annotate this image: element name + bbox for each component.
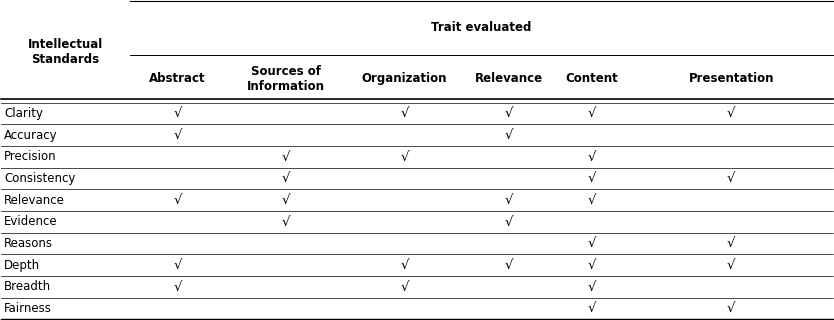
Text: √: √ xyxy=(282,150,290,163)
Text: Intellectual
Standards: Intellectual Standards xyxy=(28,38,103,66)
Text: √: √ xyxy=(400,150,409,163)
Text: Evidence: Evidence xyxy=(4,215,58,228)
Text: √: √ xyxy=(588,259,596,272)
Text: √: √ xyxy=(727,107,736,120)
Text: √: √ xyxy=(173,129,182,142)
Text: Clarity: Clarity xyxy=(4,107,43,120)
Text: √: √ xyxy=(727,172,736,185)
Text: Relevance: Relevance xyxy=(4,194,65,207)
Text: √: √ xyxy=(505,259,513,272)
Text: √: √ xyxy=(588,237,596,250)
Text: Fairness: Fairness xyxy=(4,302,52,315)
Text: √: √ xyxy=(400,280,409,293)
Text: Trait evaluated: Trait evaluated xyxy=(431,21,532,34)
Text: √: √ xyxy=(727,237,736,250)
Text: Presentation: Presentation xyxy=(689,72,774,85)
Text: √: √ xyxy=(282,172,290,185)
Text: √: √ xyxy=(588,194,596,207)
Text: Organization: Organization xyxy=(362,72,447,85)
Text: √: √ xyxy=(282,194,290,207)
Text: √: √ xyxy=(173,107,182,120)
Text: √: √ xyxy=(173,280,182,293)
Text: Content: Content xyxy=(565,72,618,85)
Text: Relevance: Relevance xyxy=(475,72,543,85)
Text: √: √ xyxy=(173,259,182,272)
Text: √: √ xyxy=(505,194,513,207)
Text: √: √ xyxy=(400,107,409,120)
Text: Sources of
Information: Sources of Information xyxy=(247,65,325,93)
Text: √: √ xyxy=(588,280,596,293)
Text: Consistency: Consistency xyxy=(4,172,75,185)
Text: √: √ xyxy=(588,107,596,120)
Text: √: √ xyxy=(588,172,596,185)
Text: √: √ xyxy=(505,215,513,228)
Text: Breadth: Breadth xyxy=(4,280,51,293)
Text: √: √ xyxy=(588,150,596,163)
Text: Precision: Precision xyxy=(4,150,57,163)
Text: Abstract: Abstract xyxy=(149,72,206,85)
Text: √: √ xyxy=(505,107,513,120)
Text: √: √ xyxy=(282,215,290,228)
Text: √: √ xyxy=(505,129,513,142)
Text: √: √ xyxy=(400,259,409,272)
Text: √: √ xyxy=(588,302,596,315)
Text: √: √ xyxy=(173,194,182,207)
Text: Accuracy: Accuracy xyxy=(4,129,58,142)
Text: Depth: Depth xyxy=(4,259,40,272)
Text: √: √ xyxy=(727,302,736,315)
Text: Reasons: Reasons xyxy=(4,237,53,250)
Text: √: √ xyxy=(727,259,736,272)
